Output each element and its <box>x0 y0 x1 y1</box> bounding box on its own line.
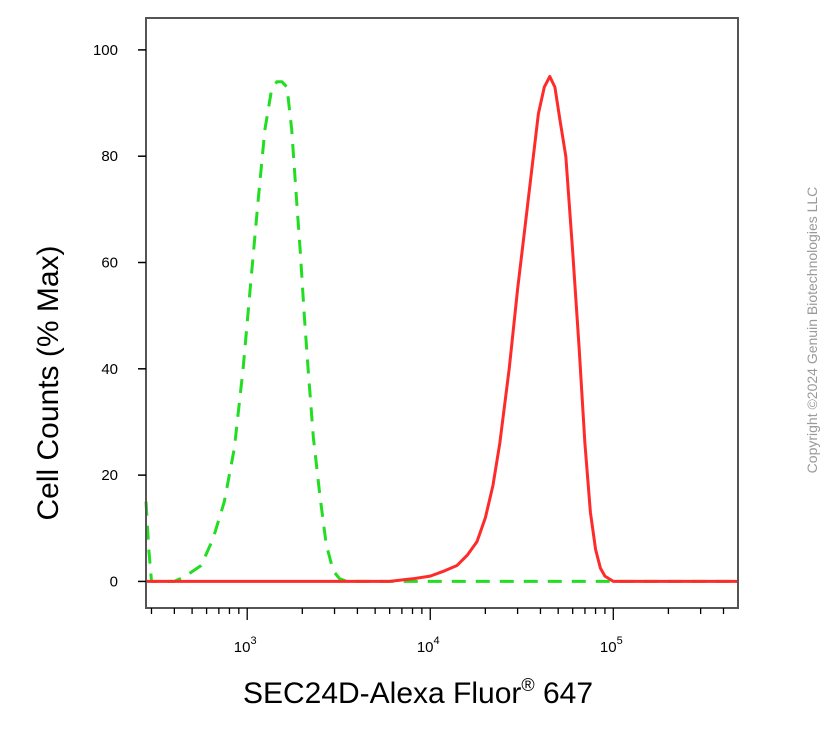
x-tick-label-base: 10 <box>417 639 434 656</box>
x-axis-title-main: SEC24D-Alexa Fluor <box>243 677 521 710</box>
x-axis-title: SEC24D-Alexa Fluor® 647 <box>243 675 593 710</box>
y-tick-label: 40 <box>101 361 118 378</box>
y-axis-title: Cell Counts (% Max) <box>32 245 65 520</box>
x-axis: 103 104 105 <box>150 608 725 656</box>
x-tick-label: 105 <box>600 635 623 656</box>
copyright-watermark: Copyright ©2024 Genuin Biotechnologies L… <box>804 187 820 474</box>
x-tick-label-exponent: 5 <box>617 635 623 647</box>
x-tick-label-base: 10 <box>234 639 251 656</box>
x-axis-title-registered: ® <box>521 675 534 695</box>
y-tick-label: 0 <box>110 573 118 590</box>
y-tick-label: 100 <box>93 42 118 59</box>
x-tick-label-exponent: 3 <box>250 635 256 647</box>
x-tick-label: 103 <box>234 635 257 656</box>
plot-area <box>144 75 738 583</box>
x-tick-label-exponent: 4 <box>434 635 440 647</box>
plot-frame <box>145 17 739 609</box>
y-tick-label: 60 <box>101 255 118 272</box>
x-tick-label: 104 <box>417 635 440 656</box>
sample-histogram-line <box>146 75 738 583</box>
x-tick-label-base: 10 <box>600 639 617 656</box>
control-histogram-line <box>144 80 738 583</box>
y-tick-label: 20 <box>101 467 118 484</box>
y-tick-label: 80 <box>101 148 118 165</box>
x-axis-title-suffix: 647 <box>535 677 593 710</box>
y-axis: 0 20 40 60 80 100 <box>93 42 146 590</box>
